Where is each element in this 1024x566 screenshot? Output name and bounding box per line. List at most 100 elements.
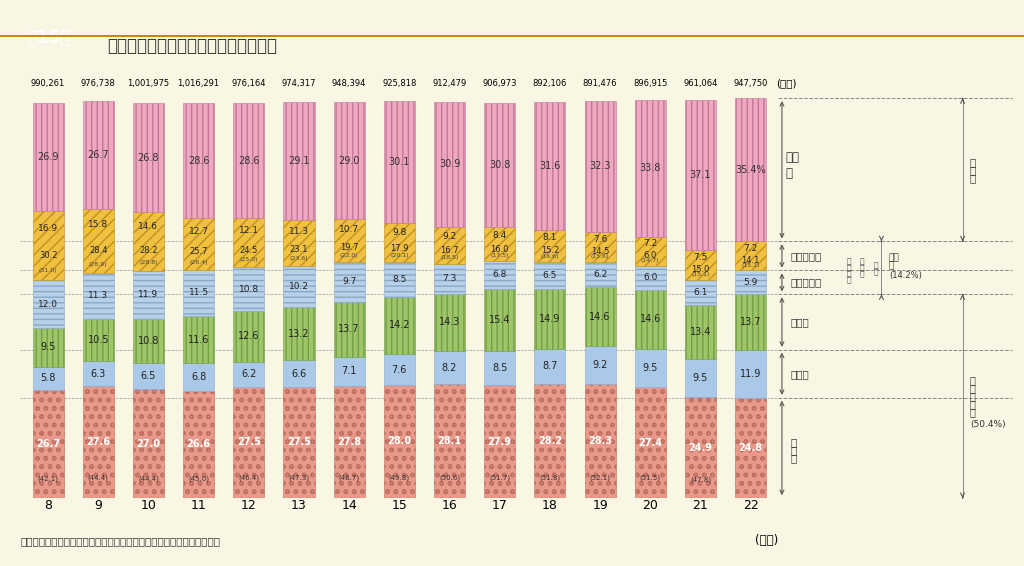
Text: (億円): (億円)	[776, 78, 797, 88]
Text: 15.2: 15.2	[541, 246, 559, 255]
Bar	[233, 362, 264, 387]
Text: 14.1: 14.1	[741, 256, 760, 265]
Text: 16.7: 16.7	[440, 246, 459, 255]
Text: 26.9: 26.9	[37, 152, 58, 162]
Text: 31.6: 31.6	[540, 161, 560, 171]
Text: 15.0: 15.0	[691, 265, 710, 274]
Text: 10.8: 10.8	[138, 336, 159, 346]
Text: 8.7: 8.7	[543, 362, 558, 371]
Bar	[133, 319, 164, 363]
Text: 7.1: 7.1	[341, 366, 357, 376]
Text: 30.8: 30.8	[489, 160, 510, 170]
Bar	[384, 297, 415, 354]
Text: 906,973: 906,973	[482, 79, 517, 88]
Text: 6.5: 6.5	[140, 371, 156, 381]
Text: 27.5: 27.5	[287, 438, 311, 448]
Text: 13.7: 13.7	[740, 317, 762, 327]
Text: 28.4: 28.4	[89, 246, 108, 255]
Text: の: の	[970, 165, 976, 175]
Text: 扶助費: 扶助費	[791, 369, 809, 379]
Text: 25.7: 25.7	[189, 247, 208, 256]
Text: 10.7: 10.7	[339, 225, 359, 234]
Bar	[284, 307, 314, 360]
Text: 6.5: 6.5	[543, 271, 557, 280]
Text: 7.2: 7.2	[643, 239, 657, 248]
Text: 896,915: 896,915	[633, 79, 668, 88]
Text: 10.8: 10.8	[239, 285, 259, 294]
Text: (14.2%): (14.2%)	[889, 272, 922, 280]
Text: 他: 他	[970, 173, 976, 183]
Text: (15.1): (15.1)	[691, 272, 710, 277]
Bar	[384, 223, 415, 263]
Bar	[334, 102, 365, 219]
Text: 単独事業費: 単独事業費	[791, 251, 822, 261]
Text: 24.9: 24.9	[688, 443, 713, 453]
Text: 947,750: 947,750	[733, 79, 768, 88]
Bar	[685, 100, 716, 250]
Text: (46.4): (46.4)	[239, 475, 259, 482]
Text: 9.5: 9.5	[40, 342, 55, 353]
Text: 6.0: 6.0	[644, 251, 657, 260]
Bar	[585, 288, 615, 346]
Text: 12.1: 12.1	[239, 226, 259, 235]
Text: (31.0): (31.0)	[39, 268, 57, 273]
Text: 925,818: 925,818	[382, 79, 417, 88]
Text: 26.7: 26.7	[36, 439, 60, 449]
Bar	[635, 265, 666, 290]
Text: その: その	[785, 151, 800, 164]
Text: 費: 費	[791, 453, 797, 463]
Bar	[585, 231, 615, 263]
Text: 投資: 投資	[889, 253, 899, 262]
Bar	[384, 354, 415, 385]
Text: 義: 義	[970, 375, 976, 385]
Bar	[334, 357, 365, 385]
Text: 892,106: 892,106	[532, 79, 567, 88]
Text: 6.6: 6.6	[292, 368, 306, 379]
Text: 普: 普	[847, 258, 852, 266]
Text: (28.8): (28.8)	[139, 260, 158, 265]
Text: (18.5): (18.5)	[440, 255, 459, 260]
Text: 件: 件	[791, 445, 797, 455]
Bar	[33, 390, 63, 498]
Text: 27.4: 27.4	[638, 438, 663, 448]
Bar	[284, 102, 314, 220]
Text: 28.2: 28.2	[139, 246, 158, 255]
Text: 14.3: 14.3	[439, 318, 460, 327]
Bar	[334, 263, 365, 302]
Bar	[384, 385, 415, 498]
Text: 第15図: 第15図	[28, 29, 70, 47]
Bar	[83, 101, 114, 209]
Text: (50.6): (50.6)	[439, 474, 460, 481]
Bar	[284, 360, 314, 387]
Bar	[635, 290, 666, 349]
Bar	[233, 218, 264, 267]
Text: 9.8: 9.8	[392, 228, 407, 237]
Text: 26.6: 26.6	[186, 439, 211, 449]
Text: 11.3: 11.3	[88, 291, 109, 300]
Bar	[535, 102, 565, 230]
Text: 費: 費	[874, 267, 879, 276]
Text: 28.6: 28.6	[187, 156, 209, 165]
Text: 14.9: 14.9	[540, 314, 560, 324]
Bar	[384, 263, 415, 297]
Text: 1,001,975: 1,001,975	[127, 79, 170, 88]
Text: 6.1: 6.1	[693, 288, 708, 297]
Text: 11.5: 11.5	[188, 289, 209, 297]
Text: 6.0: 6.0	[643, 273, 657, 282]
Text: 6.2: 6.2	[241, 370, 256, 379]
Text: 費: 費	[859, 269, 864, 278]
Bar	[83, 273, 114, 319]
Text: 13.2: 13.2	[288, 328, 309, 338]
Bar	[133, 271, 164, 319]
Text: 9.5: 9.5	[643, 363, 658, 373]
Text: 建: 建	[847, 269, 852, 278]
Text: (15.1): (15.1)	[741, 263, 760, 268]
Text: 費: 費	[970, 408, 976, 417]
Bar	[535, 263, 565, 289]
Bar	[434, 294, 465, 351]
Text: 11.3: 11.3	[289, 227, 309, 236]
Text: 6.8: 6.8	[493, 271, 507, 280]
Bar	[183, 391, 214, 498]
Bar	[635, 100, 666, 237]
Text: (51.8): (51.8)	[540, 474, 560, 481]
